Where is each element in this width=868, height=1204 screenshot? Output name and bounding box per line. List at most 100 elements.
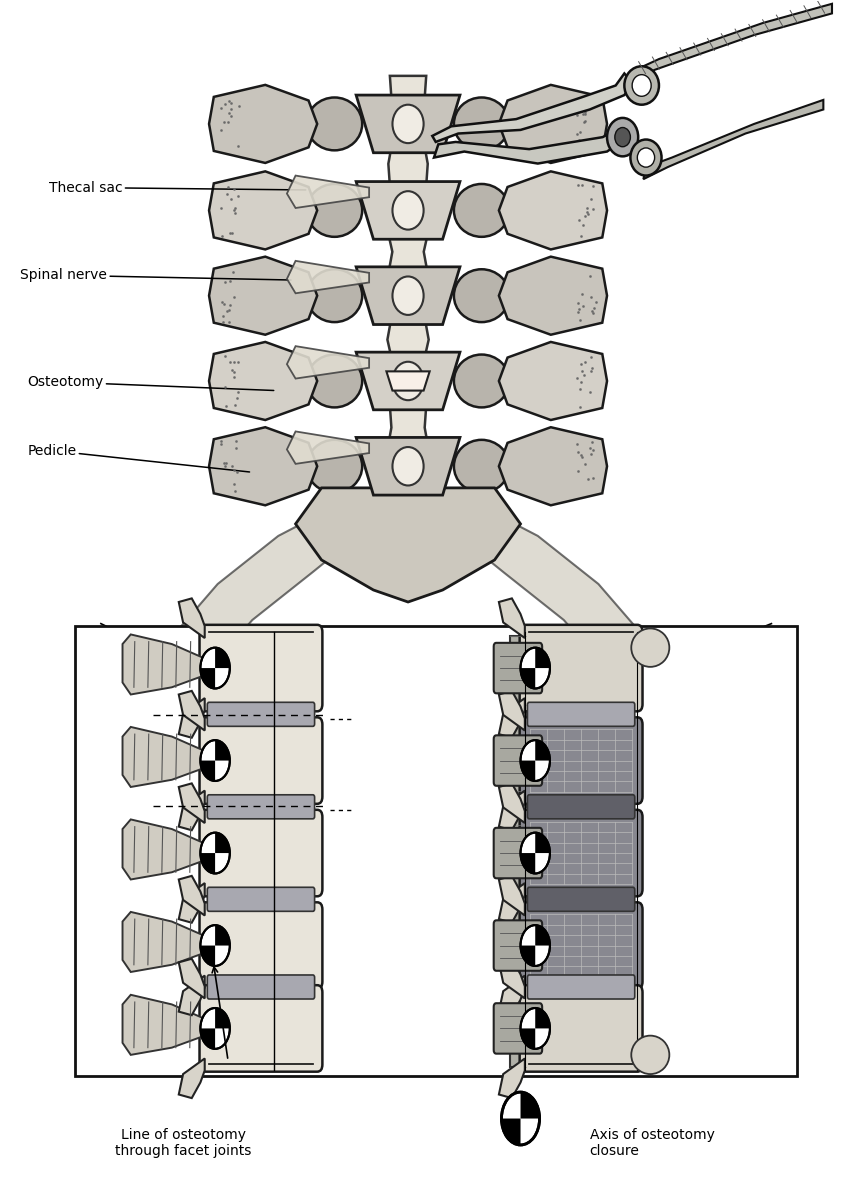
Polygon shape <box>148 500 365 728</box>
Polygon shape <box>122 635 205 695</box>
FancyBboxPatch shape <box>494 828 542 878</box>
Ellipse shape <box>306 184 362 237</box>
Polygon shape <box>179 958 205 998</box>
Ellipse shape <box>201 1008 230 1049</box>
Wedge shape <box>536 648 550 668</box>
Ellipse shape <box>392 447 424 485</box>
Polygon shape <box>434 130 624 164</box>
Wedge shape <box>521 761 536 781</box>
Wedge shape <box>502 1119 521 1145</box>
Polygon shape <box>179 875 205 915</box>
Ellipse shape <box>607 118 638 157</box>
Wedge shape <box>201 668 215 689</box>
Polygon shape <box>356 437 460 495</box>
Wedge shape <box>536 925 550 945</box>
Ellipse shape <box>615 128 630 147</box>
Ellipse shape <box>632 75 651 96</box>
Polygon shape <box>499 171 607 249</box>
Polygon shape <box>287 176 369 208</box>
Polygon shape <box>209 256 317 335</box>
Polygon shape <box>499 791 525 831</box>
Text: Osteotomy: Osteotomy <box>28 376 273 390</box>
Wedge shape <box>201 854 215 873</box>
Ellipse shape <box>521 833 550 873</box>
Polygon shape <box>387 76 429 515</box>
Text: Pedicle: Pedicle <box>28 443 249 472</box>
FancyBboxPatch shape <box>207 702 314 726</box>
Polygon shape <box>122 995 205 1055</box>
Polygon shape <box>499 84 607 163</box>
Ellipse shape <box>306 439 362 492</box>
FancyBboxPatch shape <box>520 902 642 988</box>
Polygon shape <box>209 84 317 163</box>
FancyBboxPatch shape <box>494 643 542 694</box>
Polygon shape <box>209 171 317 249</box>
Polygon shape <box>499 784 525 824</box>
Ellipse shape <box>201 833 230 873</box>
Text: Axis of osteotomy
closure: Axis of osteotomy closure <box>589 1128 714 1158</box>
Text: Thecal sac: Thecal sac <box>49 181 306 195</box>
FancyBboxPatch shape <box>200 625 322 712</box>
Ellipse shape <box>201 925 230 966</box>
FancyBboxPatch shape <box>207 795 314 819</box>
Ellipse shape <box>624 66 659 105</box>
Ellipse shape <box>306 270 362 323</box>
Wedge shape <box>536 1008 550 1028</box>
Wedge shape <box>215 740 230 761</box>
FancyBboxPatch shape <box>520 718 642 804</box>
Polygon shape <box>499 698 525 738</box>
Polygon shape <box>451 500 667 728</box>
Ellipse shape <box>631 1035 669 1074</box>
FancyBboxPatch shape <box>520 810 642 896</box>
Polygon shape <box>122 727 205 787</box>
FancyBboxPatch shape <box>494 1003 542 1054</box>
Ellipse shape <box>521 648 550 689</box>
Ellipse shape <box>454 184 510 237</box>
Polygon shape <box>179 698 205 738</box>
FancyBboxPatch shape <box>528 795 635 819</box>
FancyBboxPatch shape <box>510 636 526 1067</box>
Ellipse shape <box>631 628 669 667</box>
Polygon shape <box>179 598 205 638</box>
Ellipse shape <box>306 354 362 407</box>
Ellipse shape <box>454 98 510 150</box>
Polygon shape <box>386 371 430 390</box>
Polygon shape <box>499 975 525 1015</box>
Polygon shape <box>209 342 317 420</box>
Polygon shape <box>356 182 460 240</box>
Ellipse shape <box>201 740 230 781</box>
Wedge shape <box>536 833 550 854</box>
Ellipse shape <box>454 439 510 492</box>
Wedge shape <box>521 945 536 966</box>
Polygon shape <box>499 691 525 731</box>
Polygon shape <box>122 820 205 879</box>
Wedge shape <box>521 854 536 873</box>
Ellipse shape <box>392 105 424 143</box>
Polygon shape <box>499 1058 525 1098</box>
Wedge shape <box>521 668 536 689</box>
FancyBboxPatch shape <box>494 736 542 786</box>
Polygon shape <box>287 346 369 378</box>
Ellipse shape <box>392 277 424 315</box>
Polygon shape <box>179 784 205 824</box>
Wedge shape <box>536 740 550 761</box>
Polygon shape <box>179 1058 205 1098</box>
Polygon shape <box>179 691 205 731</box>
FancyBboxPatch shape <box>528 702 635 726</box>
Ellipse shape <box>521 925 550 966</box>
Polygon shape <box>179 975 205 1015</box>
Ellipse shape <box>392 191 424 230</box>
Polygon shape <box>356 95 460 153</box>
Polygon shape <box>179 791 205 831</box>
FancyBboxPatch shape <box>528 887 635 911</box>
Polygon shape <box>122 911 205 972</box>
Ellipse shape <box>454 270 510 323</box>
Polygon shape <box>432 73 633 142</box>
Wedge shape <box>521 1092 540 1119</box>
FancyBboxPatch shape <box>200 810 322 896</box>
FancyBboxPatch shape <box>207 887 314 911</box>
Ellipse shape <box>502 1092 540 1145</box>
FancyBboxPatch shape <box>200 985 322 1072</box>
Polygon shape <box>499 883 525 922</box>
Wedge shape <box>215 833 230 854</box>
